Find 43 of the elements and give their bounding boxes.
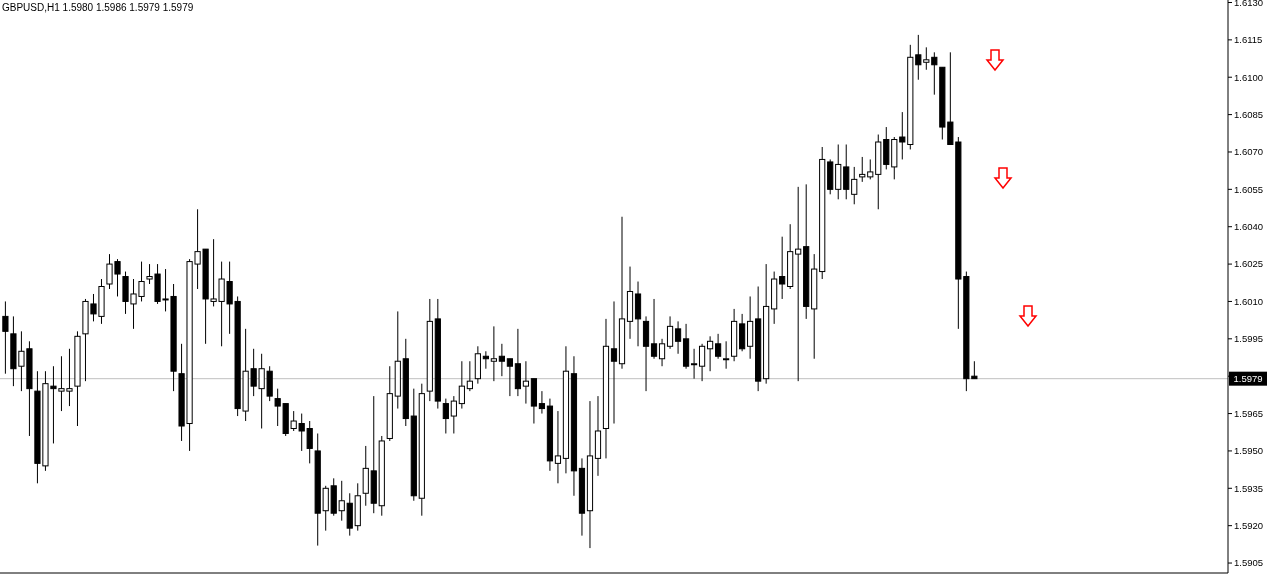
candlestick <box>538 390 546 415</box>
y-tick-label: 1.5965 <box>1234 407 1264 419</box>
y-tick-label: 1.5920 <box>1234 519 1264 531</box>
candlestick <box>658 338 666 367</box>
candlestick <box>2 300 9 375</box>
candlestick <box>522 360 530 405</box>
candlestick <box>706 335 714 372</box>
candlestick <box>458 360 465 410</box>
y-tick-label: 1.6100 <box>1234 71 1264 83</box>
y-tick-label: 1.6130 <box>1234 0 1264 8</box>
y-tick-label: 1.5995 <box>1234 333 1264 345</box>
candlestick <box>506 358 513 397</box>
y-tick-label: 1.6115 <box>1234 34 1263 46</box>
y-tick-label: 1.6040 <box>1234 221 1264 233</box>
candlestick <box>674 320 682 355</box>
candlestick <box>843 144 850 200</box>
candlestick <box>666 315 674 350</box>
candlestick <box>715 333 722 360</box>
y-tick-label: 1.5905 <box>1234 557 1264 569</box>
y-tick-label: 1.6055 <box>1234 183 1264 195</box>
candlestick <box>795 186 802 382</box>
candlestick <box>859 156 866 183</box>
candlestick <box>698 343 706 382</box>
candlestick <box>610 300 618 425</box>
candlestick <box>466 360 473 392</box>
candlestick <box>450 395 457 434</box>
candlestick <box>442 398 449 434</box>
candlestick <box>498 343 505 377</box>
y-tick-label: 1.5935 <box>1234 482 1264 494</box>
candlestick <box>723 340 730 370</box>
y-tick-label: 1.6010 <box>1234 295 1264 307</box>
candlestick <box>554 410 562 484</box>
candlestick <box>690 348 698 380</box>
candlestick <box>851 166 858 205</box>
candlestick <box>779 236 786 300</box>
y-tick-label: 1.5950 <box>1234 445 1264 457</box>
candlestick <box>650 298 658 360</box>
y-tick-label: 1.6070 <box>1234 146 1264 158</box>
y-tick-label: 1.6025 <box>1234 258 1264 270</box>
chart-title: GBPUSD,H1 1.5980 1.5986 1.5979 1.5979 <box>2 2 194 13</box>
ref-line-label: 1.5979 <box>1233 373 1263 384</box>
candlestick <box>490 325 497 382</box>
y-tick-label: 1.6085 <box>1234 108 1264 120</box>
